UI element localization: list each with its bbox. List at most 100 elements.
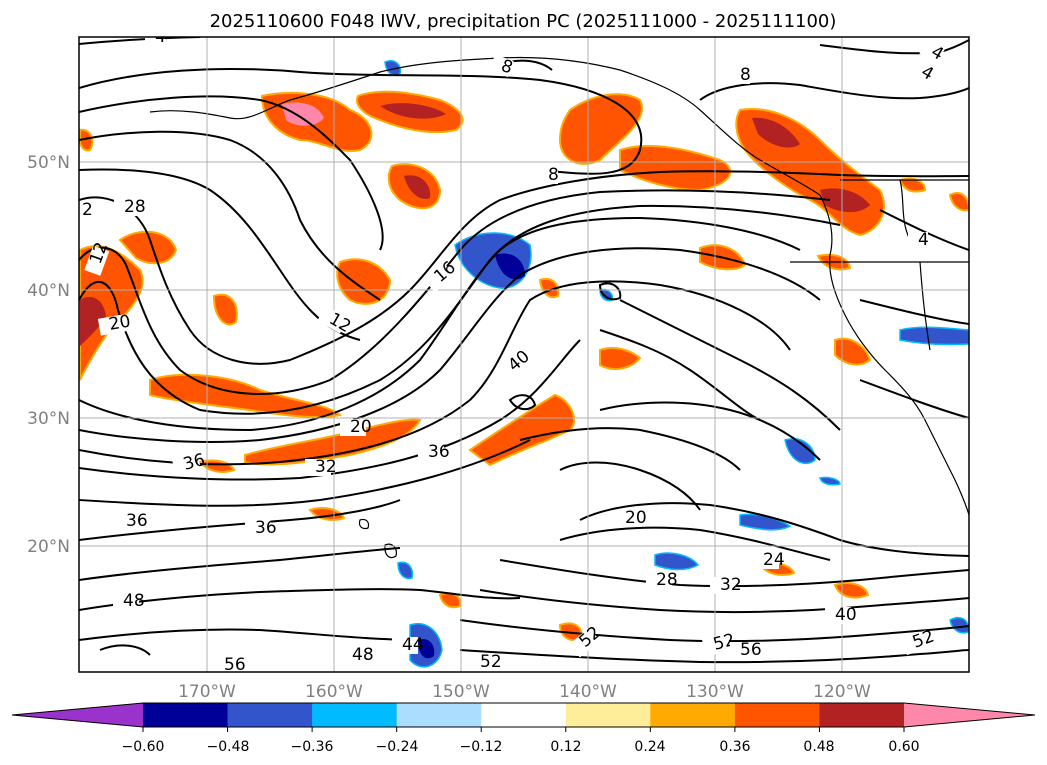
contour-label-bg bbox=[113, 593, 139, 610]
contour-label: 36 bbox=[126, 511, 148, 531]
contour-label-bg bbox=[214, 657, 240, 672]
lat-label: 50°N bbox=[27, 153, 70, 173]
colorbar-segment bbox=[396, 703, 482, 727]
contour-label-bg bbox=[114, 199, 140, 216]
colorbar-tick-label: 0.12 bbox=[550, 739, 581, 755]
contour-label: 4 bbox=[918, 230, 929, 250]
contour-label-bg bbox=[171, 453, 202, 477]
contour-label: 40 bbox=[835, 605, 857, 625]
contour-label: 32 bbox=[315, 457, 337, 477]
contour-label: 44 bbox=[402, 635, 424, 655]
colorbar-tick-label: −0.48 bbox=[207, 739, 250, 755]
map-frame bbox=[78, 36, 970, 673]
lat-label: 20°N bbox=[27, 537, 70, 557]
lon-labels: 170°W 160°W 150°W 140°W 130°W 120°W bbox=[178, 682, 871, 702]
contour-label-bg bbox=[568, 627, 600, 658]
contour-label-bg bbox=[470, 654, 496, 671]
contour-label: 36 bbox=[428, 442, 450, 462]
colorbar-tick-label: −0.60 bbox=[122, 739, 165, 755]
lat-labels: 50°N 40°N 30°N 20°N bbox=[27, 153, 70, 557]
contour-label-bg bbox=[116, 513, 142, 530]
contour-label-bg bbox=[753, 552, 779, 569]
contour-label: 52 bbox=[480, 652, 502, 672]
colorbar-tick-label: −0.36 bbox=[291, 739, 334, 755]
contour-label-bg bbox=[615, 510, 641, 527]
contour-label: 28 bbox=[124, 197, 146, 217]
contour-label-bg bbox=[423, 262, 455, 293]
colorbar bbox=[11, 702, 1036, 732]
colorbar-segment bbox=[734, 703, 820, 727]
contour-label: 20 bbox=[107, 311, 132, 334]
colorbar-labels: −0.60 −0.48 −0.36 −0.24 −0.12 0.12 0.24 … bbox=[122, 739, 920, 755]
lon-label: 150°W bbox=[432, 682, 490, 702]
lon-label: 170°W bbox=[178, 682, 236, 702]
contour-label-bg bbox=[305, 459, 331, 476]
contour-label-bg bbox=[538, 167, 558, 184]
contour-label-bg bbox=[489, 54, 514, 78]
contour-label-bg bbox=[145, 37, 165, 46]
contour-label-bg bbox=[646, 572, 672, 589]
contour-label-bg bbox=[909, 58, 936, 84]
contour-label: 36 bbox=[255, 518, 277, 538]
contour-label-bg bbox=[701, 633, 732, 657]
contour-label-bg bbox=[730, 67, 750, 84]
colorbar-tick-label: −0.12 bbox=[460, 739, 503, 755]
lon-label: 130°W bbox=[686, 682, 744, 702]
colorbar-extend-high bbox=[904, 703, 1035, 727]
contour-label-bg bbox=[919, 38, 946, 64]
gridlines bbox=[79, 37, 969, 672]
contour-label-bg bbox=[342, 647, 368, 664]
contour-label-bg bbox=[901, 630, 932, 656]
contour-label-bg bbox=[392, 637, 418, 654]
contour-label: 48 bbox=[352, 645, 374, 665]
colorbar-tick-label: 0.36 bbox=[719, 739, 750, 755]
contour-label: 2 bbox=[82, 200, 93, 220]
colorbar-segment bbox=[819, 703, 905, 727]
contour-label-bg bbox=[97, 314, 127, 336]
contour-label-bg bbox=[497, 351, 529, 382]
contour-label-bg bbox=[317, 305, 349, 334]
contour-label: 28 bbox=[656, 570, 678, 590]
figure-title: 2025110600 F048 IWV, precipitation PC (2… bbox=[210, 11, 837, 32]
colorbar-tick-label: 0.24 bbox=[634, 739, 665, 755]
colorbar-tick-label: 0.60 bbox=[888, 739, 919, 755]
contour-label: 56 bbox=[740, 640, 762, 660]
precip-fill bbox=[79, 60, 969, 668]
contour-label: 8 bbox=[548, 165, 559, 185]
colorbar-segment bbox=[227, 703, 313, 727]
contour-label: 4 bbox=[155, 27, 166, 47]
lon-label: 120°W bbox=[813, 682, 871, 702]
contour-label: 56 bbox=[224, 655, 246, 675]
colorbar-segment bbox=[312, 703, 398, 727]
contour-label: 8 bbox=[740, 65, 751, 85]
colorbar-segment bbox=[650, 703, 736, 727]
contour-label: 24 bbox=[763, 550, 785, 570]
contour-label-bg bbox=[418, 444, 444, 461]
contour-label-bg bbox=[84, 245, 110, 276]
contour-label-bg bbox=[710, 577, 736, 594]
lon-label: 160°W bbox=[305, 682, 363, 702]
contour-label: 48 bbox=[123, 591, 145, 611]
colorbar-tick-label: 0.48 bbox=[803, 739, 834, 755]
colorbar-segment bbox=[565, 703, 651, 727]
contour-label: 20 bbox=[625, 508, 647, 528]
contour-label-bg bbox=[825, 607, 851, 624]
colorbar-extend-low bbox=[12, 703, 143, 727]
contour-label-bg bbox=[79, 202, 92, 219]
colorbar-tick-label: −0.24 bbox=[376, 739, 419, 755]
lat-label: 40°N bbox=[27, 281, 70, 301]
contour-label-bg bbox=[340, 419, 366, 436]
lon-label: 140°W bbox=[559, 682, 617, 702]
contour-label: 32 bbox=[720, 575, 742, 595]
iwv-contours bbox=[79, 37, 969, 664]
colorbar-segment bbox=[143, 703, 229, 727]
lat-label: 30°N bbox=[27, 409, 70, 429]
colorbar-segment bbox=[481, 703, 567, 727]
contour-label-bg bbox=[730, 642, 756, 659]
contour-label-bg bbox=[245, 520, 271, 537]
contour-label-bg bbox=[908, 232, 928, 249]
contour-label: 20 bbox=[350, 417, 372, 437]
